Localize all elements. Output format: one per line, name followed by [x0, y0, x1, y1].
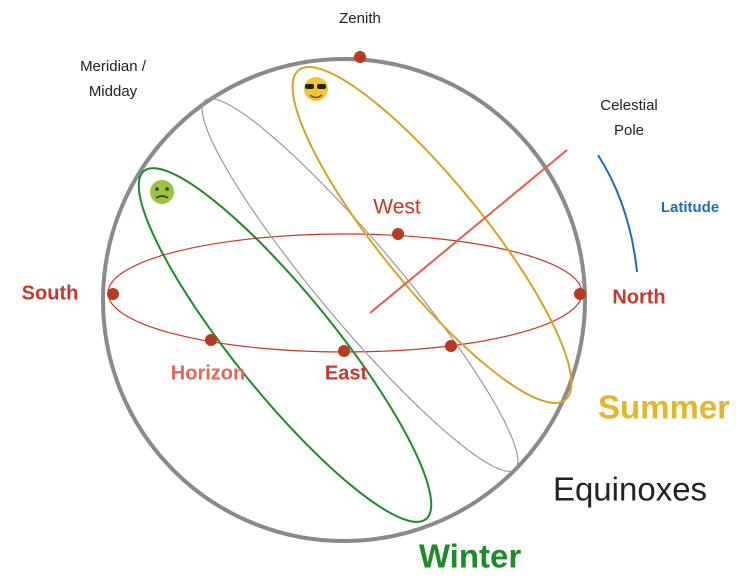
- winter-label: Winter: [419, 538, 522, 575]
- zenith-label: Zenith: [339, 10, 381, 27]
- west-label: West: [373, 196, 421, 219]
- equinox-path: [174, 75, 545, 496]
- south-label: South: [22, 282, 79, 304]
- summer-rise-dot: [445, 340, 457, 352]
- celestial-sphere: [103, 59, 585, 541]
- sun-face-summer: [304, 77, 328, 101]
- south-dot: [107, 288, 119, 300]
- east-label: East: [325, 362, 368, 384]
- points: [107, 51, 586, 357]
- latitude-arc: [598, 155, 637, 272]
- pole-label: Celestial: [600, 97, 658, 114]
- meridian-label: Midday: [89, 83, 138, 100]
- meridian-label: Meridian /: [80, 58, 147, 75]
- equinoxes-label: Equinoxes: [553, 471, 707, 508]
- summer-label: Summer: [598, 389, 730, 426]
- sun-face-winter: [150, 180, 174, 204]
- horizon-label: Horizon: [171, 362, 245, 384]
- sky-diagram: Zenith Meridian / Midday Celestial Pole …: [0, 0, 756, 586]
- north-label: North: [612, 286, 665, 308]
- latitude-label: Latitude: [661, 199, 719, 216]
- zenith-dot: [354, 51, 366, 63]
- east-dot: [338, 345, 350, 357]
- west-dot: [392, 228, 404, 240]
- north-dot: [574, 288, 586, 300]
- pole-label: Pole: [614, 122, 644, 139]
- winter-rise-dot: [205, 334, 217, 346]
